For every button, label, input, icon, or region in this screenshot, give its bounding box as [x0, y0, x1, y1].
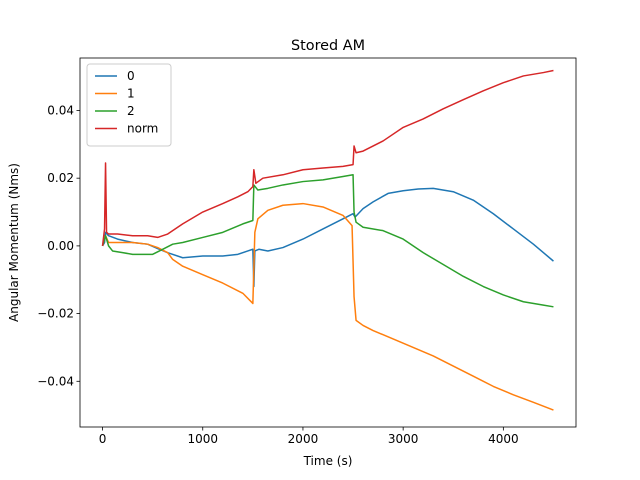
series-line-1: [101, 202, 554, 411]
x-tick-label: 3000: [388, 432, 419, 446]
y-tick-label: 0.02: [47, 171, 74, 185]
series-line-norm: [101, 69, 554, 246]
y-axis: −0.04 −0.02 0.00 0.02 0.04: [37, 103, 80, 388]
x-tick-label: 0: [99, 432, 107, 446]
y-tick-label: 0.04: [47, 103, 74, 117]
legend-label-1: 1: [127, 87, 135, 101]
chart-title: Stored AM: [291, 38, 365, 54]
y-axis-label: Angular Momentum (Nms): [7, 163, 21, 322]
y-tick-label: −0.02: [37, 307, 74, 321]
x-axis: 0 1000 2000 3000 4000: [99, 427, 519, 446]
plot-frame: [79, 57, 577, 428]
legend-label-2: 2: [127, 104, 135, 118]
legend-label-norm: norm: [127, 122, 158, 136]
legend: 0 1 2 norm: [86, 63, 172, 147]
x-tick-label: 2000: [288, 432, 319, 446]
y-tick-label: −0.04: [37, 374, 74, 388]
legend-box: [86, 63, 172, 147]
legend-label-0: 0: [127, 69, 135, 83]
series-line-0: [101, 187, 554, 288]
x-axis-label: Time (s): [303, 454, 353, 468]
series-layer: [101, 69, 554, 411]
series-line-2: [101, 174, 554, 308]
x-tick-label: 4000: [488, 432, 519, 446]
y-tick-label: 0.00: [47, 239, 74, 253]
x-tick-label: 1000: [187, 432, 218, 446]
